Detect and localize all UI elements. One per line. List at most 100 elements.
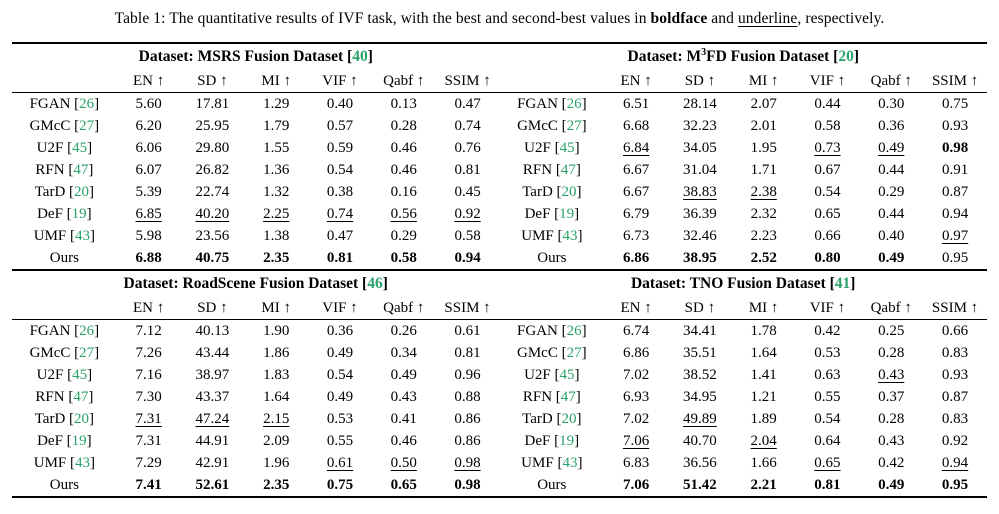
citation-link[interactable]: 43 <box>562 454 578 471</box>
metric-value: 0.59 <box>308 137 372 159</box>
value-text: 0.65 <box>814 454 841 471</box>
citation-link[interactable]: 45 <box>72 139 88 156</box>
value-text: 1.83 <box>263 366 290 383</box>
citation-link[interactable]: 20 <box>74 410 90 427</box>
metric-value: 2.32 <box>732 203 796 225</box>
citation-link[interactable]: 45 <box>559 366 575 383</box>
metric-header: MI ↑ <box>244 297 309 320</box>
citation-link[interactable]: 19 <box>71 432 87 449</box>
metric-value: 7.31 <box>117 408 181 430</box>
citation-link[interactable]: 41 <box>834 275 851 292</box>
value-text: 28.14 <box>683 95 717 112</box>
method-label: UMF [43] <box>33 454 95 471</box>
metric-value: 0.28 <box>859 342 923 364</box>
caption-text-1: Table 1: The quantitative results of IVF… <box>114 10 651 27</box>
citation-link[interactable]: 26 <box>566 322 582 339</box>
metric-value: 0.94 <box>436 247 500 270</box>
metric-value: 0.49 <box>372 364 436 386</box>
citation-link[interactable]: 47 <box>560 388 576 405</box>
value-text: 6.67 <box>623 183 650 200</box>
metric-value: 0.28 <box>859 408 923 430</box>
citation-link[interactable]: 26 <box>79 95 95 112</box>
value-text: 6.20 <box>135 117 162 134</box>
citation-link[interactable]: 26 <box>566 95 582 112</box>
citation-link[interactable]: 47 <box>73 161 89 178</box>
value-text: 7.31 <box>135 432 162 449</box>
metric-value: 51.42 <box>668 474 732 497</box>
metric-value: 0.49 <box>859 137 923 159</box>
value-text: 35.51 <box>682 344 717 361</box>
value-text: 7.41 <box>135 476 162 493</box>
table-row: TarD [20] 7.31 47.24 2.15 0.53 0.41 0.86 TarD [… <box>12 408 987 430</box>
value-text: 49.89 <box>682 410 717 427</box>
caption-underline-word: underline <box>737 10 798 27</box>
value-text: 0.58 <box>454 227 481 244</box>
dataset-title-row: Dataset: MSRS Fusion Dataset [40] Dataset… <box>12 43 987 70</box>
citation-link[interactable]: 26 <box>79 322 95 339</box>
citation-link[interactable]: 47 <box>73 388 89 405</box>
metric-value: 0.87 <box>923 386 987 408</box>
metric-value: 0.54 <box>308 159 372 181</box>
citation-link[interactable]: 27 <box>566 117 582 134</box>
metric-value: 29.80 <box>181 137 245 159</box>
metric-value: 6.06 <box>117 137 181 159</box>
metric-value: 1.89 <box>732 408 796 430</box>
citation-link[interactable]: 27 <box>79 344 95 361</box>
metric-value: 6.67 <box>604 159 668 181</box>
citation-link[interactable]: 19 <box>559 432 575 449</box>
metric-value: 0.46 <box>372 159 436 181</box>
value-text: 5.39 <box>135 183 162 200</box>
citation-link[interactable]: 20 <box>838 48 854 66</box>
value-text: 0.46 <box>390 432 417 449</box>
results-panel-bottom: Dataset: RoadScene Fusion Dataset [46] Da… <box>12 271 987 498</box>
method-label: FGAN [26] <box>29 95 100 112</box>
table-row: FGAN [26] 5.60 17.81 1.29 0.40 0.13 0.47 FGAN [… <box>12 93 987 116</box>
value-text: 0.67 <box>814 161 841 178</box>
metric-value: 0.96 <box>436 364 500 386</box>
citation-link[interactable]: 20 <box>561 410 577 427</box>
value-text: 0.81 <box>814 476 841 493</box>
value-text: 0.49 <box>878 139 905 156</box>
value-text: 38.97 <box>195 366 230 383</box>
metric-value: 0.98 <box>923 137 987 159</box>
metric-value: 1.71 <box>732 159 796 181</box>
metric-value: 0.93 <box>923 115 987 137</box>
value-text: 0.38 <box>326 183 354 200</box>
citation-link[interactable]: 19 <box>71 205 87 222</box>
value-text: 0.59 <box>326 139 354 156</box>
citation-link[interactable]: 40 <box>352 48 368 65</box>
citation-link[interactable]: 20 <box>74 183 90 200</box>
value-text: 0.44 <box>878 205 905 222</box>
metric-value: 32.46 <box>668 225 732 247</box>
metric-value: 0.81 <box>796 474 860 497</box>
citation-link[interactable]: 45 <box>559 139 575 156</box>
citation-link[interactable]: 46 <box>367 275 383 292</box>
citation-link[interactable]: 19 <box>559 205 575 222</box>
metric-value: 0.76 <box>436 137 500 159</box>
citation-link[interactable]: 27 <box>79 117 95 134</box>
value-text: 0.30 <box>878 95 905 112</box>
metric-header: VIF ↑ <box>308 297 372 320</box>
metric-value: 6.84 <box>604 137 668 159</box>
citation-link[interactable]: 43 <box>75 454 90 471</box>
citation-link[interactable]: 43 <box>75 227 90 244</box>
citation-link[interactable]: 43 <box>562 227 578 244</box>
citation-link[interactable]: 45 <box>72 366 88 383</box>
value-text: 2.09 <box>263 432 290 449</box>
metric-header: VIF ↑ <box>308 70 372 93</box>
value-text: 38.83 <box>683 183 717 200</box>
citation-link[interactable]: 27 <box>566 344 582 361</box>
value-text: 0.54 <box>326 161 354 178</box>
metric-value: 0.75 <box>308 474 372 497</box>
metric-value: 0.91 <box>923 159 987 181</box>
metric-value: 28.14 <box>668 93 732 116</box>
metric-header: Qabf ↑ <box>859 70 924 93</box>
citation-link[interactable]: 20 <box>561 183 577 200</box>
metric-value: 0.49 <box>308 342 372 364</box>
citation-link[interactable]: 47 <box>560 161 576 178</box>
value-text: 2.23 <box>750 227 777 244</box>
metric-value: 1.64 <box>244 386 308 408</box>
metric-value: 7.02 <box>604 364 668 386</box>
value-text: 6.07 <box>135 161 162 178</box>
metric-value: 0.61 <box>436 320 500 343</box>
